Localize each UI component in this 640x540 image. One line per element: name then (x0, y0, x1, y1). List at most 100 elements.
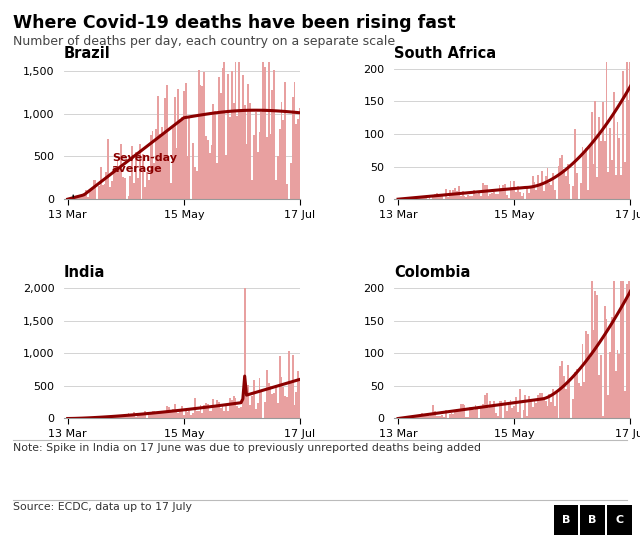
Bar (242, 395, 244, 418)
Bar (616, 122, 618, 199)
Bar (513, 181, 515, 199)
Bar (545, 177, 547, 199)
Bar (126, 414, 127, 418)
Bar (561, 154, 563, 199)
Bar (154, 163, 156, 199)
Bar (116, 161, 118, 199)
Bar (250, 104, 251, 199)
Bar (491, 193, 493, 199)
Bar (600, 355, 602, 418)
Bar (269, 386, 271, 418)
Bar (618, 354, 620, 418)
Bar (173, 97, 175, 199)
Bar (630, 278, 631, 418)
Bar (183, 415, 185, 419)
Bar (255, 112, 257, 199)
Bar (444, 417, 445, 418)
Bar (490, 194, 491, 199)
Bar (286, 397, 288, 418)
Bar (164, 98, 166, 199)
Bar (269, 134, 271, 199)
Bar (598, 375, 600, 418)
Bar (229, 117, 231, 199)
Bar (495, 194, 497, 199)
Bar (576, 173, 578, 199)
Bar (133, 412, 135, 418)
Bar (561, 361, 563, 419)
Bar (194, 398, 196, 419)
Bar (438, 196, 440, 199)
Bar (177, 89, 179, 199)
Bar (595, 291, 596, 418)
Bar (100, 417, 102, 418)
Bar (163, 411, 164, 418)
Bar (253, 380, 255, 419)
Bar (497, 416, 499, 419)
Text: South Africa: South Africa (394, 46, 497, 61)
Bar (131, 414, 133, 418)
Bar (214, 111, 216, 199)
Bar (517, 186, 519, 199)
Bar (458, 409, 460, 419)
Bar (469, 196, 471, 199)
Text: Where Covid-19 deaths have been rising fast: Where Covid-19 deaths have been rising f… (13, 14, 456, 31)
Text: B: B (561, 515, 570, 525)
Bar (449, 190, 451, 199)
Bar (227, 411, 229, 418)
Text: C: C (616, 515, 623, 525)
Bar (473, 191, 475, 199)
Bar (530, 188, 532, 199)
Bar (504, 184, 506, 199)
Bar (484, 185, 486, 199)
Bar (582, 344, 584, 418)
Bar (545, 401, 547, 418)
Bar (493, 401, 495, 418)
Bar (157, 96, 159, 199)
Bar (476, 409, 478, 418)
Bar (166, 85, 168, 199)
Bar (580, 386, 582, 418)
Bar (595, 102, 596, 199)
Bar (584, 152, 585, 199)
Bar (406, 198, 408, 199)
Bar (95, 418, 96, 419)
Bar (234, 397, 236, 418)
Bar (268, 383, 269, 418)
Bar (607, 172, 609, 199)
Bar (415, 198, 417, 199)
Bar (152, 411, 154, 418)
Bar (85, 418, 87, 419)
Bar (120, 144, 122, 199)
Text: Note: Spike in India on 17 June was due to previously unreported deaths being ad: Note: Spike in India on 17 June was due … (13, 443, 481, 453)
Bar (297, 372, 299, 418)
Bar (161, 127, 163, 199)
Bar (429, 195, 430, 199)
Bar (618, 138, 620, 199)
Bar (98, 417, 100, 418)
Bar (469, 407, 471, 419)
Bar (565, 176, 567, 199)
Bar (111, 417, 113, 418)
Bar (488, 408, 490, 418)
Bar (421, 413, 423, 418)
Bar (81, 195, 83, 199)
Bar (440, 196, 442, 199)
Bar (626, 284, 628, 418)
Bar (286, 184, 288, 199)
Bar (225, 406, 227, 419)
Bar (207, 140, 209, 199)
FancyBboxPatch shape (554, 505, 578, 535)
Bar (104, 416, 106, 419)
Bar (187, 412, 188, 418)
Bar (574, 129, 576, 199)
Bar (552, 389, 554, 419)
Bar (148, 415, 150, 418)
Bar (410, 417, 412, 418)
Bar (244, 288, 246, 418)
Bar (168, 161, 170, 199)
Bar (513, 406, 515, 418)
Bar (554, 406, 556, 418)
Bar (177, 414, 179, 418)
Bar (250, 405, 251, 418)
Bar (504, 400, 506, 418)
